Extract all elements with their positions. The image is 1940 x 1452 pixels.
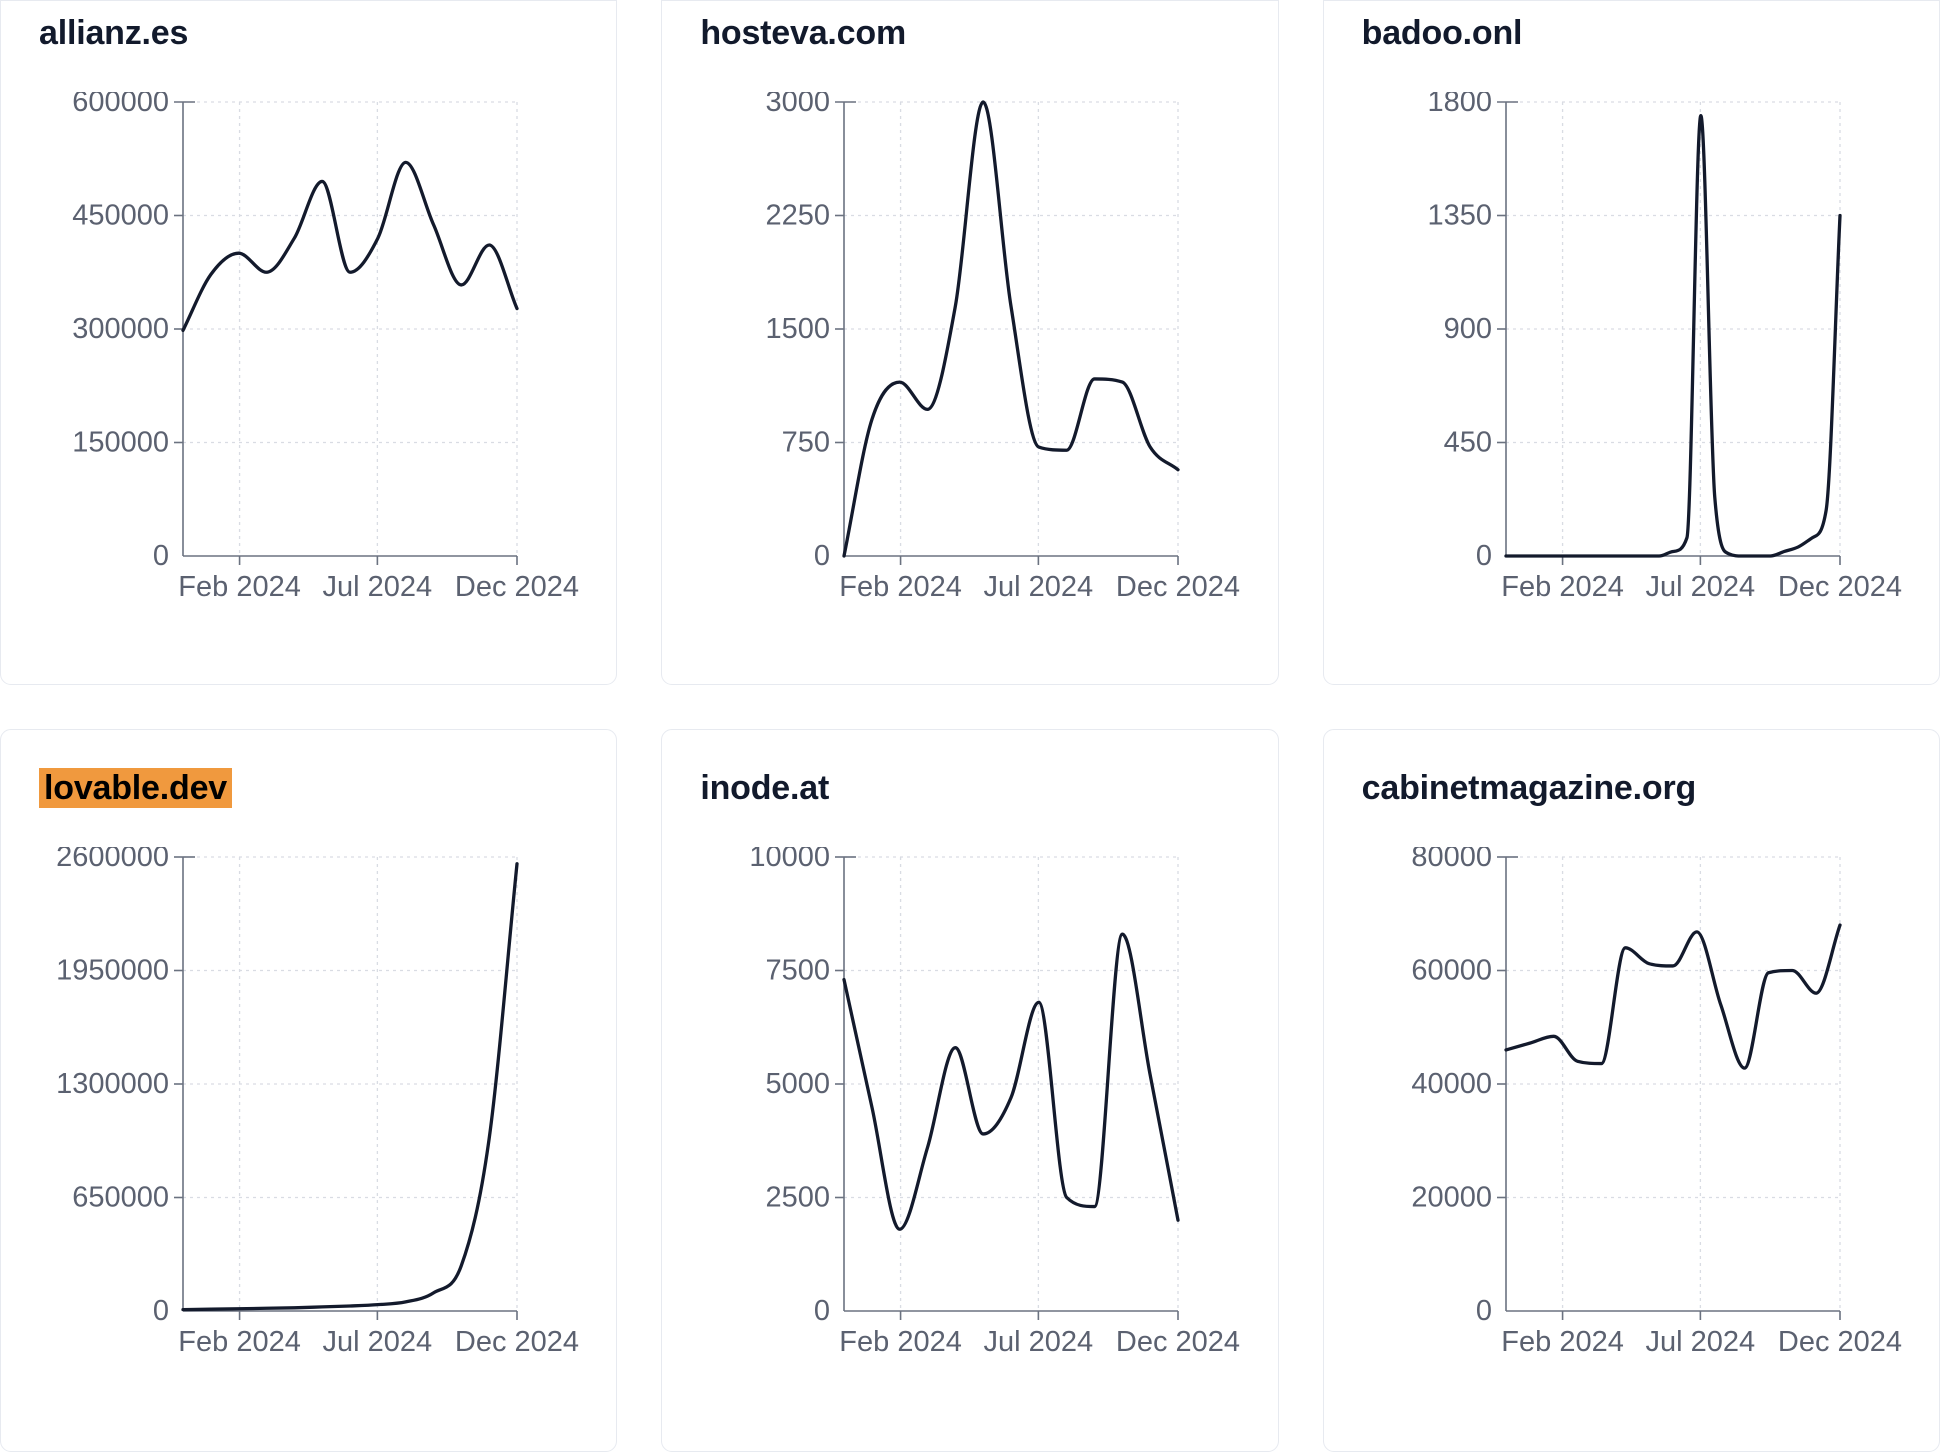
svg-text:900: 900	[1443, 313, 1491, 345]
svg-text:7500: 7500	[766, 954, 831, 986]
svg-text:Dec 2024: Dec 2024	[455, 571, 579, 603]
svg-text:Dec 2024: Dec 2024	[1116, 571, 1240, 603]
svg-text:0: 0	[1476, 540, 1492, 572]
svg-text:Jul 2024: Jul 2024	[1645, 1326, 1755, 1358]
svg-text:0: 0	[814, 540, 830, 572]
svg-text:600000: 600000	[72, 92, 169, 118]
svg-text:10000: 10000	[750, 847, 831, 873]
svg-text:1950000: 1950000	[56, 954, 169, 986]
svg-text:750: 750	[782, 426, 830, 458]
svg-text:Jul 2024: Jul 2024	[323, 571, 433, 603]
svg-text:650000: 650000	[72, 1181, 169, 1213]
svg-text:Jul 2024: Jul 2024	[984, 571, 1094, 603]
svg-text:1300000: 1300000	[56, 1068, 169, 1100]
svg-text:Dec 2024: Dec 2024	[1116, 1326, 1240, 1358]
svg-text:150000: 150000	[72, 426, 169, 458]
svg-text:0: 0	[814, 1295, 830, 1327]
svg-text:Feb 2024: Feb 2024	[840, 571, 963, 603]
svg-text:80000: 80000	[1411, 847, 1492, 873]
svg-text:0: 0	[153, 540, 169, 572]
svg-text:Feb 2024: Feb 2024	[840, 1326, 963, 1358]
svg-text:Feb 2024: Feb 2024	[178, 571, 301, 603]
svg-text:1800: 1800	[1427, 92, 1492, 118]
svg-text:300000: 300000	[72, 313, 169, 345]
svg-text:60000: 60000	[1411, 954, 1492, 986]
svg-text:20000: 20000	[1411, 1181, 1492, 1213]
svg-text:Jul 2024: Jul 2024	[984, 1326, 1094, 1358]
svg-text:2250: 2250	[766, 199, 831, 231]
svg-text:1350: 1350	[1427, 199, 1492, 231]
svg-text:Dec 2024: Dec 2024	[1778, 1326, 1902, 1358]
svg-text:2500: 2500	[766, 1181, 831, 1213]
svg-text:Dec 2024: Dec 2024	[455, 1326, 579, 1358]
svg-text:0: 0	[153, 1295, 169, 1327]
svg-text:Feb 2024: Feb 2024	[1501, 571, 1624, 603]
svg-text:1500: 1500	[766, 313, 831, 345]
svg-text:450: 450	[1443, 426, 1491, 458]
svg-text:2600000: 2600000	[56, 847, 169, 873]
svg-text:5000: 5000	[766, 1068, 831, 1100]
svg-text:Feb 2024: Feb 2024	[178, 1326, 301, 1358]
svg-text:Feb 2024: Feb 2024	[1501, 1326, 1624, 1358]
svg-text:3000: 3000	[766, 92, 831, 118]
svg-text:450000: 450000	[72, 199, 169, 231]
svg-text:Jul 2024: Jul 2024	[1645, 571, 1755, 603]
svg-text:Dec 2024: Dec 2024	[1778, 571, 1902, 603]
svg-text:0: 0	[1476, 1295, 1492, 1327]
svg-text:40000: 40000	[1411, 1068, 1492, 1100]
svg-text:Jul 2024: Jul 2024	[323, 1326, 433, 1358]
